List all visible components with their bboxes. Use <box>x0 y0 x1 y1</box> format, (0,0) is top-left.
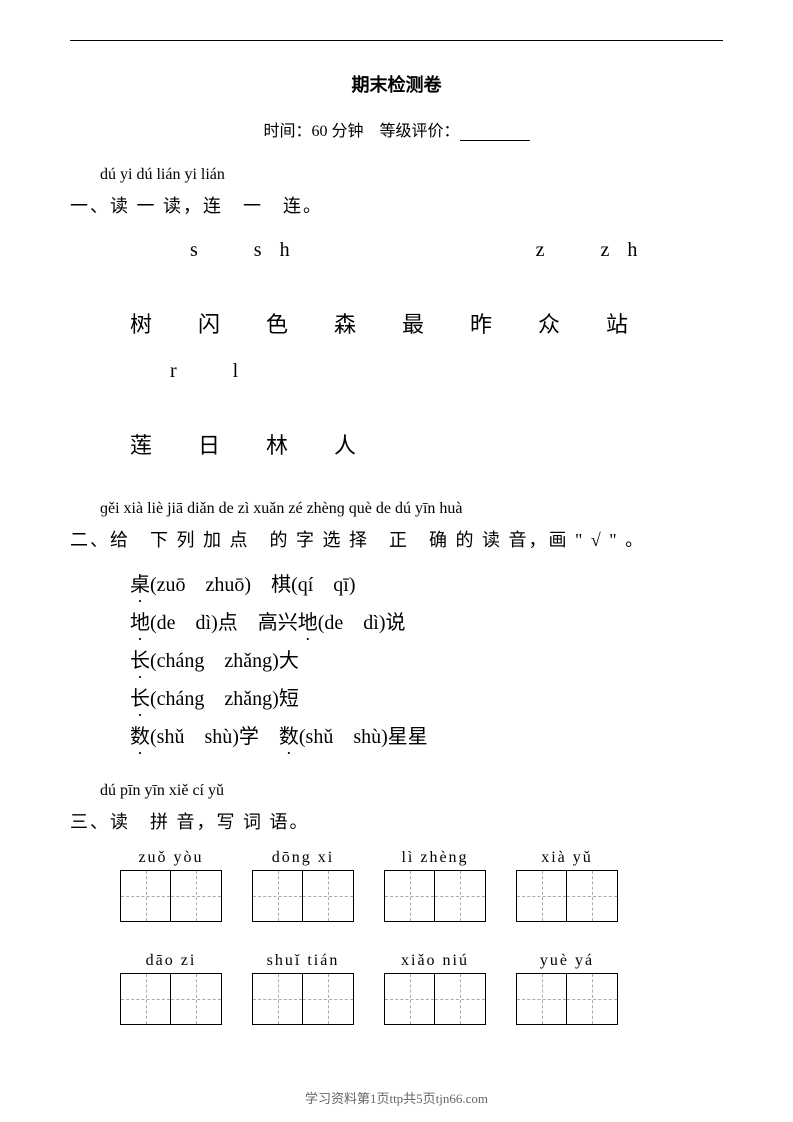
box-pinyin: yuè yá <box>540 952 594 970</box>
char-boxes[interactable] <box>120 870 222 922</box>
q2-pinyin: ɡěi xià liè jiā diǎn de zì xuǎn zé zhènɡ… <box>100 500 723 518</box>
q3-boxes-row2: dāo zi shuǐ tián xiǎo niú yuè yá <box>120 952 723 1025</box>
box-pinyin: zuǒ yòu <box>138 849 203 867</box>
q1-row1: s sh z zh <box>190 233 723 262</box>
q2-l5-rest1: (shǔ shù)学 <box>150 726 279 748</box>
q2-l4-char1: 长 <box>130 681 150 717</box>
box-group: dāo zi <box>120 952 222 1025</box>
q3-text: 三、读 拼 音，写 词 语。 <box>70 808 723 834</box>
subtitle: 时间：60 分钟 等级评价： <box>70 117 723 141</box>
q1-text: 一、读 一 读，连 一 连。 <box>70 192 723 218</box>
char-boxes[interactable] <box>384 870 486 922</box>
box-pinyin: lì zhèng <box>401 849 468 867</box>
q1-row3: r l <box>170 354 723 383</box>
box-pinyin: xiǎo niú <box>401 952 469 970</box>
q2-l1-rest2: (qí qī) <box>291 574 355 596</box>
box-group: lì zhèng <box>384 849 486 922</box>
q2-l1-char1: 桌 <box>130 567 150 603</box>
q2-line5: 数(shǔ shù)学 数(shǔ shù)星星 <box>130 719 723 755</box>
q3-pinyin: dú pīn yīn xiě cí yǔ <box>100 782 723 800</box>
q1-row4: 莲 日 林 人 <box>130 428 723 460</box>
q2-line4: 长(cháng zhǎng)短 <box>130 681 723 717</box>
box-pinyin: dāo zi <box>146 952 197 970</box>
q2-text: 二、给 下 列 加 点 的 字 选 择 正 确 的 读 音，画 " √ " 。 <box>70 526 723 552</box>
q2-l4-rest: (cháng zhǎng)短 <box>150 688 299 710</box>
q1-pinyin: dú yi dú lián yi lián <box>100 166 723 184</box>
box-group: xiǎo niú <box>384 952 486 1025</box>
char-boxes[interactable] <box>252 973 354 1025</box>
q2-l1-rest1: (zuō zhuō) 棋 <box>150 574 291 596</box>
box-pinyin: dōng xi <box>272 849 334 867</box>
box-pinyin: shuǐ tián <box>267 952 340 970</box>
char-boxes[interactable] <box>516 973 618 1025</box>
q1-row2: 树 闪 色 森 最 昨 众 站 <box>130 307 723 339</box>
top-divider <box>70 40 723 41</box>
char-boxes[interactable] <box>516 870 618 922</box>
char-boxes[interactable] <box>120 973 222 1025</box>
q2-content: 桌(zuō zhuō) 棋(qí qī) 地(de dì)点 高兴地(de dì… <box>130 567 723 755</box>
q2-l2-rest1: (de dì)点 高兴 <box>150 612 298 634</box>
box-group: shuǐ tián <box>252 952 354 1025</box>
q2-line1: 桌(zuō zhuō) 棋(qí qī) <box>130 567 723 603</box>
page-footer: 学习资料第1页ttp共5页tjn66.com <box>0 1088 793 1107</box>
q2-line2: 地(de dì)点 高兴地(de dì)说 <box>130 605 723 641</box>
q2-l5-rest2: (shǔ shù)星星 <box>299 726 428 748</box>
q2-l2-rest2: (de dì)说 <box>318 612 406 634</box>
q2-l2-char1: 地 <box>130 605 150 641</box>
box-group: zuǒ yòu <box>120 849 222 922</box>
q2-l3-rest: (cháng zhǎng)大 <box>150 650 299 672</box>
box-group: yuè yá <box>516 952 618 1025</box>
page-title: 期末检测卷 <box>70 71 723 97</box>
q2-l5-char1: 数 <box>130 719 150 755</box>
char-boxes[interactable] <box>384 973 486 1025</box>
box-group: dōng xi <box>252 849 354 922</box>
grade-blank[interactable] <box>460 123 530 141</box>
box-pinyin: xià yǔ <box>541 849 593 867</box>
q2-l5-char2: 数 <box>279 719 299 755</box>
q2-l3-char1: 长 <box>130 643 150 679</box>
q3-boxes-row1: zuǒ yòu dōng xi lì zhèng xià yǔ <box>120 849 723 922</box>
q2-l2-char2: 地 <box>298 605 318 641</box>
q2-line3: 长(cháng zhǎng)大 <box>130 643 723 679</box>
char-boxes[interactable] <box>252 870 354 922</box>
box-group: xià yǔ <box>516 849 618 922</box>
subtitle-text: 时间：60 分钟 等级评价： <box>263 123 459 140</box>
